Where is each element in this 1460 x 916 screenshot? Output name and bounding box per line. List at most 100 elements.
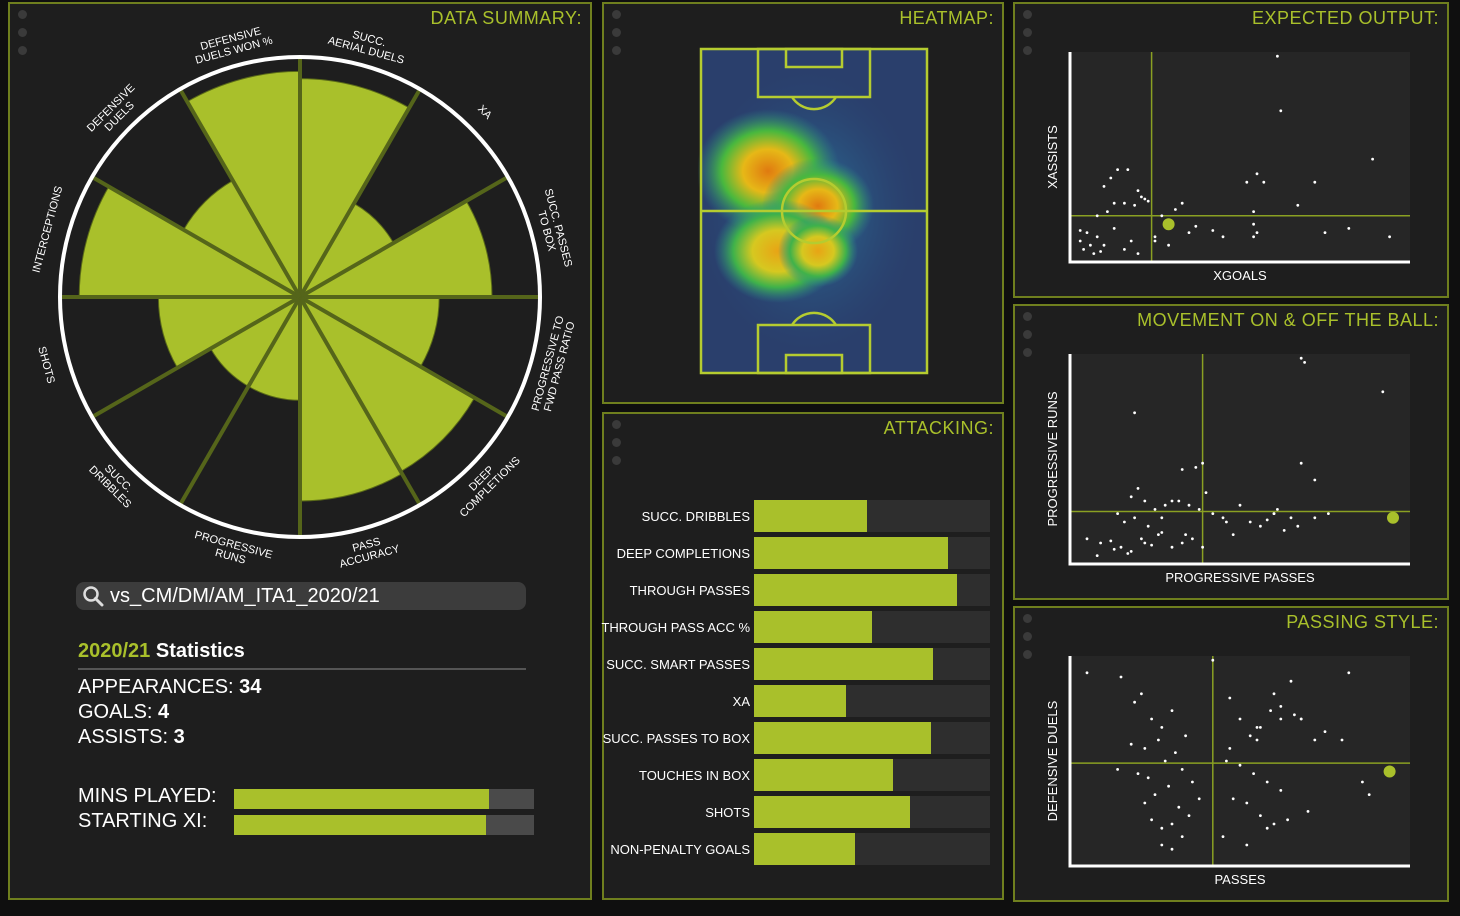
scatter-point [1150,717,1153,721]
heatmap-title: HEATMAP: [899,8,994,28]
mins-played-fill [234,789,489,809]
scatter-point [1160,826,1164,830]
highlighted-player-point[interactable] [1387,511,1399,524]
scatter-point [1252,235,1255,239]
scatter-point [1180,768,1184,771]
scatter-point [1116,512,1119,515]
scatter-point [1136,772,1140,775]
mins-played-bar [234,789,534,809]
attacking-bar-track [754,574,990,606]
goals-label: GOALS: [78,701,153,723]
scatter-point [1133,203,1136,207]
x-axis-label: PASSES [1214,872,1265,887]
axes [1068,656,1410,868]
scatter-point [1109,539,1113,543]
radar-spoke [178,296,302,506]
scatter-point [1259,524,1262,528]
scatter-point [1228,696,1232,700]
scatter-point [1078,239,1082,243]
scatter-point [1143,541,1147,545]
attacking-bar-row: XA [604,685,1004,717]
search-icon [83,586,104,607]
radar-spoke [299,295,509,419]
assists-label: ASSISTS: [78,726,169,748]
mins-played-label: MINS PLAYED: [78,785,217,807]
attacking-bar-chart: SUCC. DRIBBLES DEEP COMPLETIONS THROUGH PA… [601,500,1004,880]
scatter-point [1371,157,1374,161]
scatter-point [1116,768,1119,771]
scatter-point [1133,700,1136,704]
highlighted-player-point[interactable] [1162,218,1175,231]
scatter-point [1238,503,1242,507]
plot-area [1070,52,1410,262]
radar-wedge [186,70,301,299]
attacking-bar-label: THROUGH PASS ACC % [601,620,750,635]
scatter-point [1150,818,1153,822]
highlighted-player-point[interactable] [1383,765,1396,778]
radar-outline [58,55,542,539]
radar-spoke [178,88,302,298]
attacking-bar-row: SUCC. SMART PASSES [604,648,1004,680]
scatter-point [1146,524,1150,528]
scatter-point [1143,801,1147,805]
scatter-point [1313,180,1317,184]
scatter-point [1197,797,1201,801]
scatter-point [1313,516,1317,520]
scatter-point [1272,692,1276,696]
scatter-point [1180,541,1184,545]
scatter-point [1170,545,1174,549]
panel-dots [18,10,27,64]
scatter-point [1129,239,1133,243]
axes [1068,354,1410,566]
panel-dots [612,10,621,64]
scatter-point [1106,210,1109,214]
attacking-bar-track [754,537,990,569]
radar-label: PASSACCURACY [335,531,401,570]
scatter-point [1347,671,1351,675]
scatter-point [1327,512,1330,515]
scatter-point [1129,550,1133,553]
attacking-bar-fill [754,759,894,791]
scatter-point [1157,533,1160,536]
scatter-point [1211,512,1215,515]
scatter-point [1367,793,1371,796]
scatter-point [1279,789,1283,792]
goals-row: GOALS: 4 [78,701,169,724]
scatter-point [1157,738,1160,742]
scatter-point [1211,658,1215,662]
scatter-point [1323,231,1327,235]
scatter-point [1170,709,1174,712]
attacking-bar-label: XA [732,694,750,709]
scatter-point [1289,516,1293,520]
scatter-point [1140,195,1143,199]
scatter-point [1153,508,1157,511]
scatter-point [1153,239,1157,243]
scatter-point [1211,229,1215,232]
appearances-row: APPEARANCES: 34 [78,676,261,699]
search-bar[interactable] [76,582,526,610]
axes [1068,52,1410,264]
scatter-point [1136,487,1140,490]
attacking-bar-fill [754,537,948,569]
search-input[interactable] [104,584,510,608]
scatter-point [1177,805,1181,809]
scatter-point [1381,390,1385,394]
attacking-bar-label: DEEP COMPLETIONS [616,546,750,561]
attacking-bar-label: TOUCHES IN BOX [638,768,750,783]
scatter-point [1201,545,1204,549]
radar-wedge [298,295,476,473]
radar-spoke [91,175,301,299]
heatmap-pitch [698,47,929,375]
scatter-point [1306,810,1310,813]
scatter-point [1259,726,1262,729]
attacking-bar-track [754,759,990,791]
scatter-point [1191,780,1194,784]
scatter-point [1289,679,1293,683]
panel-dots [1023,10,1032,64]
scatter-point [1126,168,1130,172]
attacking-bar-fill [754,648,934,680]
scatter-point [1187,503,1191,507]
scatter-point [1262,180,1266,184]
attacking-bar-fill [754,574,957,606]
scatter-point [1153,235,1157,239]
